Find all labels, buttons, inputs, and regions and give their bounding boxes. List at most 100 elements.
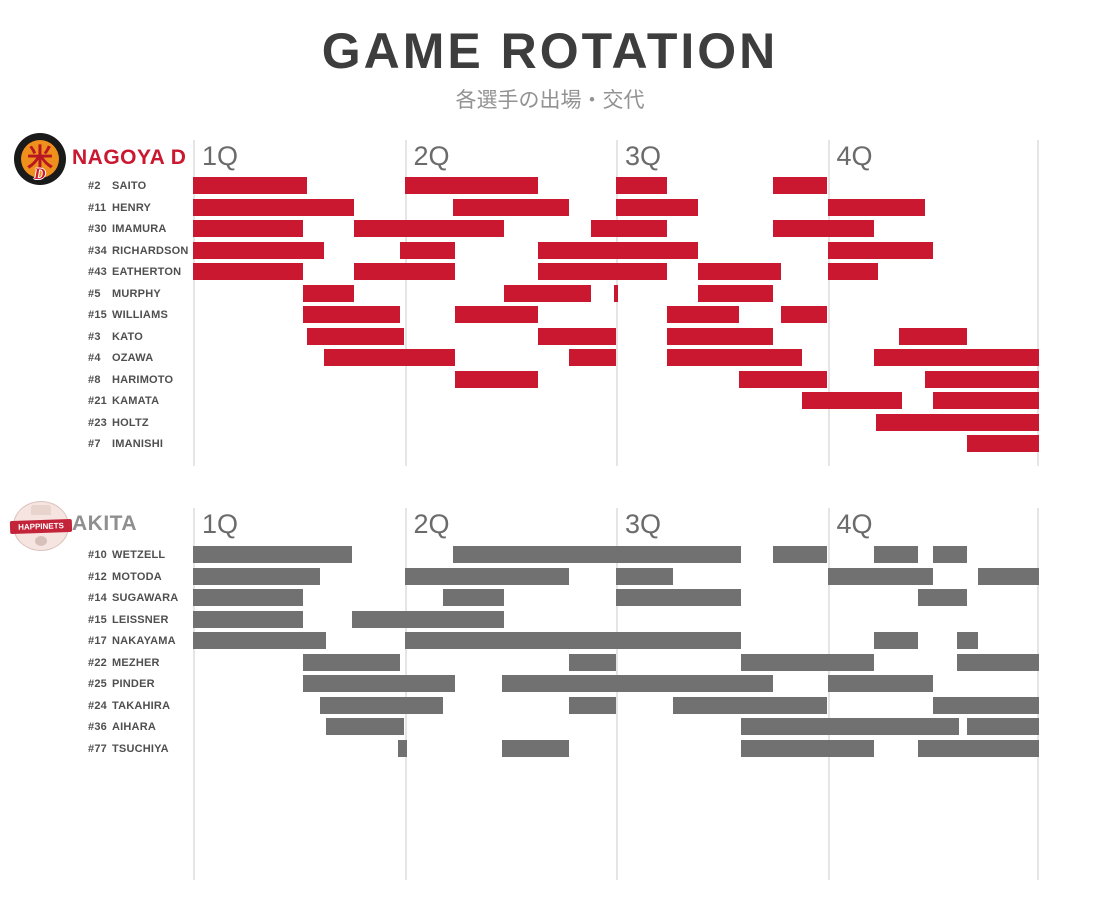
player-name: KATO (112, 330, 143, 343)
player-number: #21 (88, 395, 107, 407)
player-name: HOLTZ (112, 416, 149, 429)
player-number: #12 (88, 570, 107, 583)
stint-bar (666, 306, 739, 323)
stint-bar (324, 349, 456, 366)
stint-bar (772, 546, 828, 563)
player-label: #43 EATHERTON (88, 266, 193, 278)
stint-bar (453, 198, 570, 216)
stint-bar (455, 370, 538, 388)
player-number: #34 (88, 244, 107, 257)
stint-bar (590, 220, 667, 237)
player-label: #7 IMANISHI (88, 438, 193, 450)
player-name: LEISSNER (112, 613, 169, 626)
player-name: AIHARA (112, 721, 156, 733)
stint-bar (537, 263, 667, 280)
quarter-gridline (616, 140, 618, 466)
player-name: SAITO (112, 180, 147, 192)
quarter-label: 4Q (836, 141, 873, 171)
player-label: #14 SUGAWARA (88, 592, 193, 604)
quarter-label: 2Q (413, 509, 450, 539)
player-number: #11 (88, 201, 107, 214)
stint-bar (772, 177, 828, 194)
nagoya-logo-basketball-icon: 米 (21, 140, 59, 178)
stint-bar (827, 675, 934, 692)
player-label: #22 MEZHER (88, 657, 193, 669)
quarter-gridline (827, 140, 830, 466)
stint-bar (193, 610, 303, 628)
stint-bar (302, 306, 401, 323)
stint-bar (666, 349, 803, 366)
page-title: GAME ROTATION (321, 23, 779, 79)
player-name: HENRY (112, 201, 152, 214)
stint-bar (319, 696, 443, 714)
team-name-akita: AKITA (72, 512, 138, 535)
player-name: NAKAYAMA (112, 635, 176, 647)
player-number: #22 (88, 656, 107, 669)
player-number: #30 (88, 223, 107, 235)
stint-bar (404, 632, 741, 649)
player-label: #2 SAITO (88, 180, 193, 192)
player-label: #25 PINDER (88, 678, 193, 690)
stint-bar (537, 241, 699, 259)
akita-happinets-logo: HAPPINETS (9, 501, 73, 551)
stint-bar (455, 306, 538, 323)
player-number: #7 (88, 438, 101, 450)
player-number: #14 (88, 592, 107, 604)
stint-bar (967, 718, 1039, 735)
stint-bar (503, 284, 591, 302)
player-label: #5 MURPHY (88, 288, 193, 300)
player-label: #30 IMAMURA (88, 223, 193, 235)
quarter-gridline (1037, 508, 1039, 880)
player-name: IMANISHI (112, 438, 164, 450)
player-label: #77 TSUCHIYA (88, 743, 193, 755)
player-number: #17 (88, 635, 107, 647)
player-number: #15 (88, 613, 107, 626)
stint-bar (933, 696, 1039, 714)
player-label: #15 LEISSNER (88, 614, 193, 626)
stint-bar (307, 327, 405, 345)
rotation-chart-akita: 1Q 2Q 3Q 4Q (193, 508, 1039, 880)
stint-bar (351, 610, 504, 628)
quarter-gridline (193, 140, 195, 466)
stint-bar (933, 546, 968, 563)
player-name: MEZHER (112, 656, 160, 669)
quarter-label: 2Q (413, 141, 450, 171)
player-number: #10 (88, 549, 107, 561)
player-name: TSUCHIYA (112, 742, 169, 755)
stint-bar (827, 198, 925, 216)
player-number: #43 (88, 266, 107, 278)
page-subtitle: 各選手の出場・交代 (455, 88, 645, 112)
stint-bar (616, 198, 699, 216)
quarter-gridline (193, 508, 195, 880)
quarter-label: 3Q (625, 509, 662, 539)
stint-bar (616, 567, 674, 585)
player-number: #36 (88, 721, 107, 733)
player-name: MURPHY (112, 287, 161, 300)
nagoya-logo-d-icon: D (34, 166, 46, 183)
player-number: #4 (88, 352, 101, 364)
stint-bar (353, 220, 504, 237)
rotation-chart-nagoya: 1Q 2Q 3Q 4Q (193, 140, 1039, 466)
player-number: #8 (88, 373, 101, 386)
player-number: #77 (88, 742, 107, 755)
player-number: #2 (88, 180, 101, 192)
stint-bar (876, 413, 1039, 431)
stint-bar (569, 653, 616, 671)
stint-bar (302, 675, 456, 692)
player-label: #34 RICHARDSON (88, 245, 193, 257)
quarter-gridline (404, 508, 407, 880)
stint-bar (193, 177, 308, 194)
stint-bar (956, 653, 1039, 671)
stint-bar (918, 739, 1039, 757)
quarter-label: 3Q (625, 141, 662, 171)
player-number: #3 (88, 330, 101, 343)
stint-bar (613, 284, 619, 302)
stint-bar (398, 739, 407, 757)
stint-bar (772, 220, 875, 237)
player-label: #36 AIHARA (88, 721, 193, 733)
stint-bar (673, 696, 828, 714)
stint-bar (977, 567, 1039, 585)
stint-bar (302, 653, 401, 671)
player-name: WILLIAMS (112, 309, 168, 321)
stint-bar (698, 284, 773, 302)
